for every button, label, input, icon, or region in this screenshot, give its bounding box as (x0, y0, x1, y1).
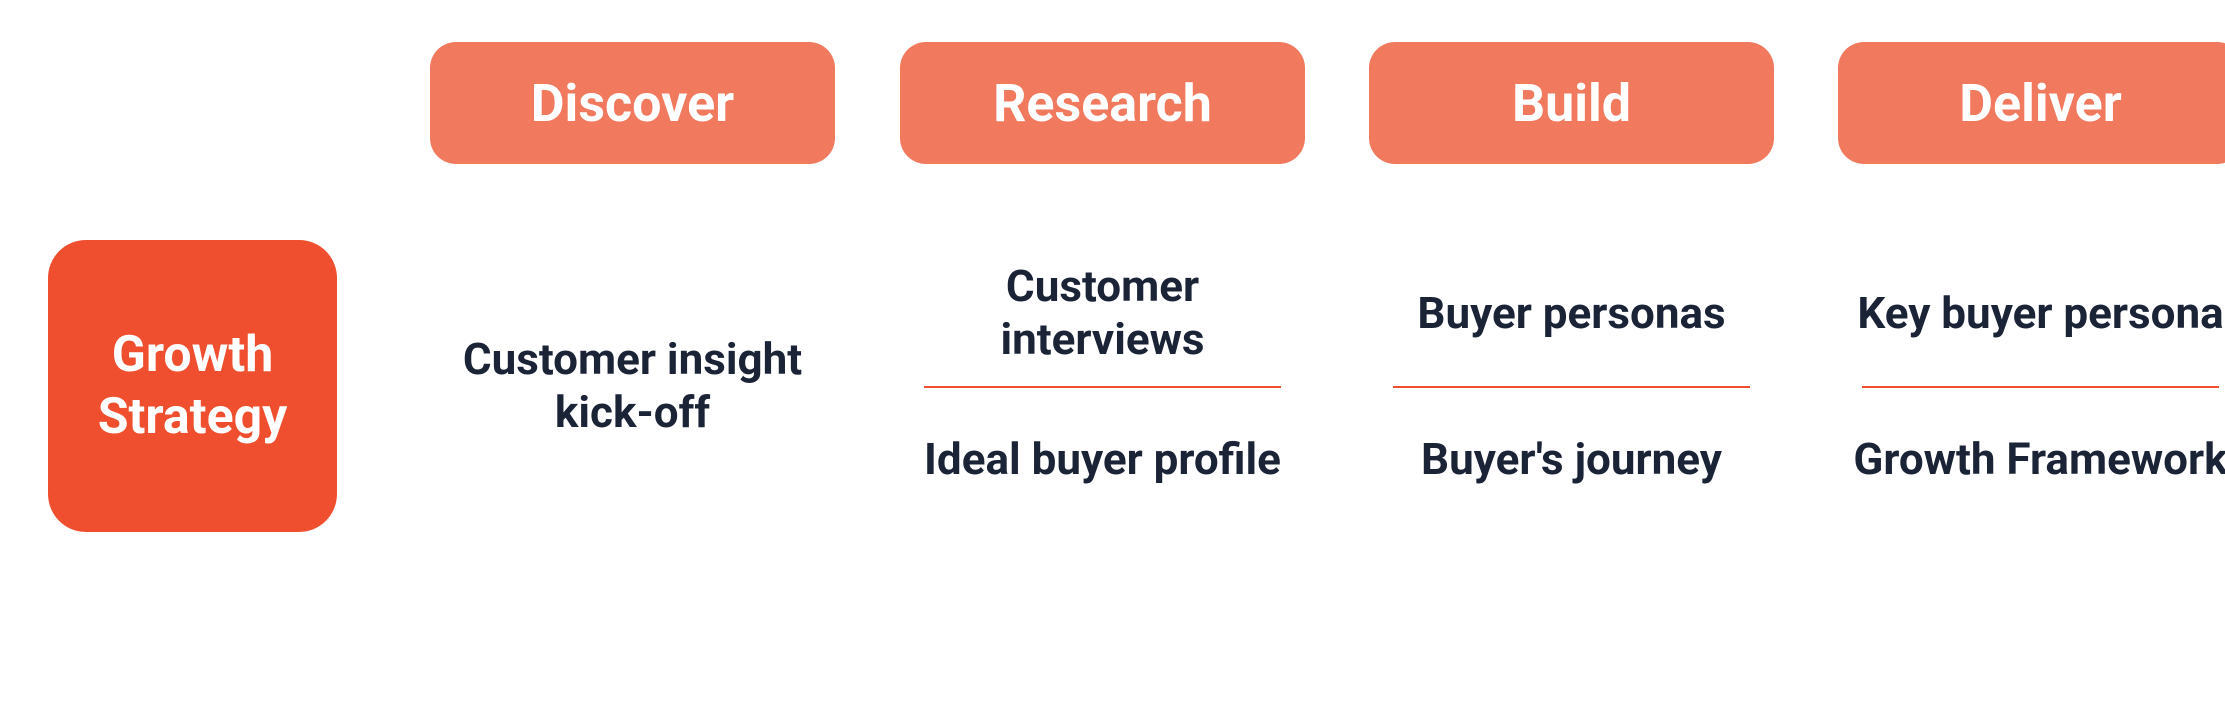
phase-label: Deliver (1959, 73, 2122, 134)
phase-item: Growth Framework (1838, 386, 2225, 532)
main-category-label: Growth Strategy (48, 324, 337, 449)
phase-item-label: Buyer personas (1417, 287, 1725, 340)
phase-item-label: Ideal buyer profile (924, 433, 1281, 486)
phase-item: Key buyer persona (1838, 240, 2225, 386)
phase-item-label: Growth Framework (1853, 433, 2225, 486)
phase-label: Discover (531, 73, 734, 134)
phase-item: Buyer's journey (1369, 386, 1774, 532)
phase-label: Research (993, 73, 1212, 134)
phase-box: Build (1369, 42, 1774, 164)
phase-item-label: Customer insight kick-off (430, 333, 835, 439)
phase-box: Research (900, 42, 1305, 164)
phase-item: Customer insight kick-off (430, 240, 835, 532)
phase-box: Deliver (1838, 42, 2225, 164)
main-category-box: Growth Strategy (48, 240, 337, 532)
phase-item: Buyer personas (1369, 240, 1774, 386)
phase-label: Build (1512, 73, 1631, 134)
phase-item-label: Key buyer persona (1857, 287, 2223, 340)
phase-item: Ideal buyer profile (900, 386, 1305, 532)
phase-item: Customer interviews (900, 240, 1305, 386)
phase-item-label: Customer interviews (900, 260, 1305, 366)
phase-item-label: Buyer's journey (1421, 433, 1722, 486)
phase-box: Discover (430, 42, 835, 164)
